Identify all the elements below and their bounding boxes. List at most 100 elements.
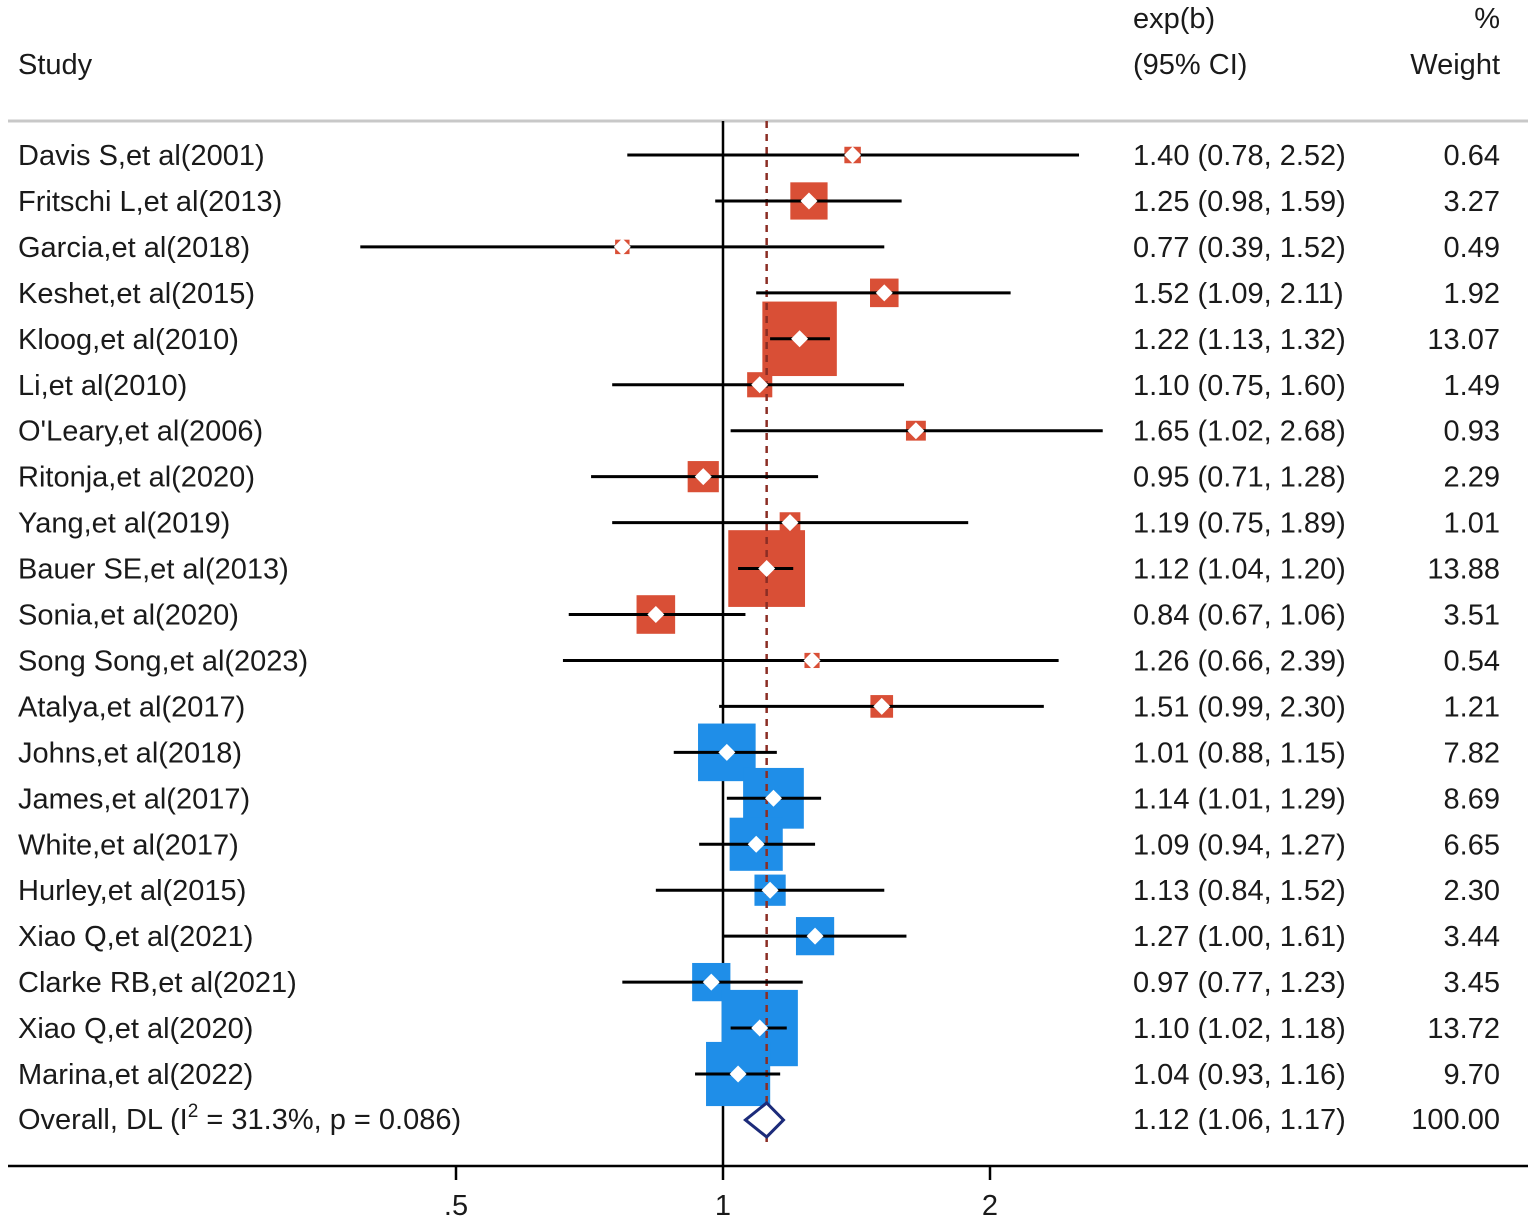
study-weight-text: 1.01: [1444, 508, 1500, 540]
x-tick-label: 1: [715, 1190, 731, 1222]
study-label: Yang,et al(2019): [18, 508, 230, 540]
study-weight-text: 0.54: [1444, 645, 1500, 677]
study-point-marker: [647, 606, 665, 623]
study-ci-text: 1.27 (1.00, 1.61): [1133, 921, 1346, 953]
header-weight-line2: Weight: [1410, 49, 1500, 81]
overall-ci-text: 1.12 (1.06, 1.17): [1133, 1104, 1346, 1136]
x-tick-label: .5: [444, 1190, 468, 1222]
study-weight-text: 7.82: [1444, 737, 1500, 769]
study-weight-text: 3.44: [1444, 921, 1500, 953]
study-label: Fritschi L,et al(2013): [18, 186, 282, 218]
study-point-marker: [761, 881, 779, 899]
study-point-marker: [747, 835, 765, 853]
study-ci-text: 1.19 (0.75, 1.89): [1133, 508, 1346, 540]
study-point-marker: [694, 468, 712, 486]
plot-layer: [360, 121, 1103, 1166]
study-ci-text: 1.01 (0.88, 1.15): [1133, 737, 1346, 769]
study-label: Li,et al(2010): [18, 370, 187, 402]
study-label: White,et al(2017): [18, 829, 239, 861]
study-weight-text: 8.69: [1444, 783, 1500, 815]
study-label: Johns,et al(2018): [18, 737, 242, 769]
study-weight-text: 13.72: [1427, 1013, 1500, 1045]
study-label: Davis S,et al(2001): [18, 140, 265, 172]
rows-layer: Davis S,et al(2001) 1.40 (0.78, 2.52) 0.64…: [18, 140, 1500, 1091]
study-point-marker: [907, 422, 925, 440]
study-ci-text: 1.10 (0.75, 1.60): [1133, 370, 1346, 402]
study-ci-text: 1.22 (1.13, 1.32): [1133, 324, 1346, 356]
study-weight-text: 2.29: [1444, 462, 1500, 494]
study-ci-text: 0.84 (0.67, 1.06): [1133, 600, 1346, 632]
study-point-marker: [702, 973, 720, 991]
study-ci-text: 1.14 (1.01, 1.29): [1133, 783, 1346, 815]
study-label: Marina,et al(2022): [18, 1059, 253, 1091]
study-ci-text: 1.13 (0.84, 1.52): [1133, 875, 1346, 907]
study-point-marker: [844, 146, 862, 164]
study-label: Kloog,et al(2010): [18, 324, 239, 356]
overall-label: Overall, DL (I2 = 31.3%, p = 0.086): [18, 1101, 461, 1136]
study-ci-text: 1.52 (1.09, 2.11): [1133, 278, 1344, 310]
header-weight-line1: %: [1474, 3, 1500, 35]
study-weight-text: 0.49: [1444, 232, 1500, 264]
study-ci-text: 1.12 (1.04, 1.20): [1133, 554, 1346, 586]
study-weight-text: 0.64: [1444, 140, 1500, 172]
study-point-marker: [718, 743, 736, 761]
study-ci-text: 1.09 (0.94, 1.27): [1133, 829, 1346, 861]
study-label: Xiao Q,et al(2021): [18, 921, 253, 953]
study-ci-text: 0.77 (0.39, 1.52): [1133, 232, 1346, 264]
study-label: O'Leary,et al(2006): [18, 416, 263, 448]
study-point-marker: [613, 238, 631, 256]
study-point-marker: [803, 651, 821, 669]
study-weight-text: 1.92: [1444, 278, 1500, 310]
study-label: Bauer SE,et al(2013): [18, 554, 289, 586]
study-weight-text: 0.93: [1444, 416, 1500, 448]
study-weight-text: 9.70: [1444, 1059, 1500, 1091]
study-weight-text: 13.07: [1427, 324, 1500, 356]
study-point-marker: [800, 192, 818, 210]
header-effect-line2: (95% CI): [1133, 49, 1247, 81]
study-weight-text: 3.45: [1444, 967, 1500, 999]
study-point-marker: [806, 927, 824, 945]
header-study: Study: [18, 49, 93, 81]
x-tick-label: 2: [982, 1190, 998, 1222]
study-ci-text: 0.97 (0.77, 1.23): [1133, 967, 1346, 999]
study-point-marker: [751, 1019, 769, 1037]
study-weight-text: 6.65: [1444, 829, 1500, 861]
study-label: Clarke RB,et al(2021): [18, 967, 297, 999]
study-weight-text: 3.51: [1444, 600, 1500, 632]
study-ci-text: 1.40 (0.78, 2.52): [1133, 140, 1346, 172]
study-ci-text: 1.26 (0.66, 2.39): [1133, 645, 1346, 677]
study-point-marker: [781, 514, 799, 532]
study-weight-text: 3.27: [1444, 186, 1500, 218]
overall-label-suffix: = 31.3%, p = 0.086): [198, 1104, 461, 1136]
study-weight-text: 2.30: [1444, 875, 1500, 907]
overall-label-prefix: Overall, DL (I: [18, 1104, 188, 1136]
overall-diamond: [743, 1100, 786, 1139]
header-effect-line1: exp(b): [1133, 3, 1215, 35]
study-label: Sonia,et al(2020): [18, 600, 239, 632]
study-ci-text: 1.51 (0.99, 2.30): [1133, 691, 1346, 723]
study-label: James,et al(2017): [18, 783, 250, 815]
study-ci-text: 1.10 (1.02, 1.18): [1133, 1013, 1346, 1045]
study-point-marker: [751, 376, 769, 394]
x-axis-ticks: .5 1 2: [444, 1166, 998, 1222]
study-ci-text: 1.04 (0.93, 1.16): [1133, 1059, 1346, 1091]
study-point-marker: [791, 330, 809, 348]
overall-weight-text: 100.00: [1411, 1104, 1500, 1136]
study-label: Keshet,et al(2015): [18, 278, 255, 310]
study-label: Song Song,et al(2023): [18, 645, 308, 677]
study-point-marker: [729, 1065, 747, 1083]
study-label: Atalya,et al(2017): [18, 691, 245, 723]
study-point-marker: [875, 284, 893, 302]
study-label: Xiao Q,et al(2020): [18, 1013, 253, 1045]
study-weight-text: 1.21: [1444, 691, 1500, 723]
study-weight-text: 1.49: [1444, 370, 1500, 402]
study-point-marker: [873, 697, 891, 715]
study-weight-text: 13.88: [1427, 554, 1500, 586]
study-label: Garcia,et al(2018): [18, 232, 250, 264]
overall-label-sup: 2: [188, 1101, 199, 1122]
study-label: Hurley,et al(2015): [18, 875, 246, 907]
study-ci-text: 1.65 (1.02, 2.68): [1133, 416, 1346, 448]
study-label: Ritonja,et al(2020): [18, 462, 255, 494]
study-ci-text: 0.95 (0.71, 1.28): [1133, 462, 1346, 494]
